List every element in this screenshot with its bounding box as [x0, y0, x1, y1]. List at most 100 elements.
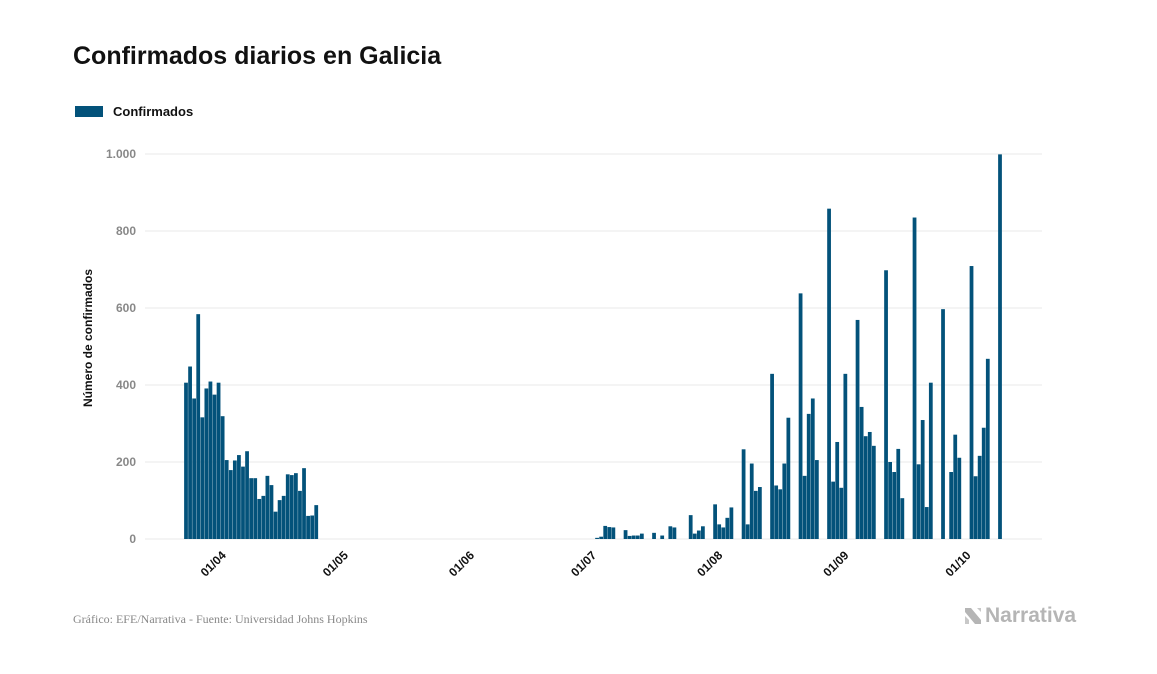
bar-24/09 [941, 309, 945, 539]
bar-08/04 [253, 478, 258, 539]
bar-22/03 [184, 382, 188, 539]
bar-14/04 [277, 500, 282, 539]
bar-31/07 [717, 524, 722, 539]
bar-08/07 [623, 530, 628, 539]
bar-21/04 [306, 515, 310, 539]
bar-21/09 [928, 382, 933, 539]
source-footer: Gráfico: EFE/Narrativa - Fuente: Univers… [73, 612, 368, 626]
bar-07/08 [745, 524, 750, 539]
y-tick-label: 0 [129, 532, 136, 546]
bar-24/03 [192, 398, 197, 539]
bar-17/07 [660, 535, 665, 539]
bar-26/03 [200, 417, 205, 539]
bar-11/07 [635, 535, 640, 539]
legend: Confirmados [75, 104, 193, 119]
bar-03/10 [977, 455, 982, 539]
bar-27/03 [204, 388, 209, 539]
bar-01/10 [969, 266, 974, 539]
bar-10/07 [631, 535, 636, 539]
bar-12/09 [892, 472, 897, 539]
bar-25/03 [196, 314, 201, 539]
bar-30/07 [713, 504, 717, 539]
y-tick-label: 800 [116, 224, 136, 238]
bar-17/08 [786, 417, 791, 539]
x-tick-labels: 01/04 01/05 01/06 01/07 01/08 01/09 01/10 [198, 548, 974, 579]
bar-03/04 [232, 460, 237, 539]
bar-28/09 [957, 457, 962, 539]
bar-01/04 [224, 460, 229, 539]
bar-13/09 [896, 448, 901, 539]
bar-17/09 [912, 217, 917, 539]
y-tick-label: 200 [116, 455, 136, 469]
logo-text: Narrativa [985, 604, 1077, 627]
bar-10/04 [261, 495, 266, 539]
bar-16/08 [782, 463, 787, 539]
bar-09/04 [257, 498, 262, 539]
x-tick-label: 01/08 [694, 548, 725, 579]
bar-15/07 [652, 532, 656, 539]
bar-20/07 [672, 527, 677, 539]
bar-02/04 [228, 470, 233, 539]
bar-01/07 [595, 537, 599, 539]
y-axis-label: Número de confirmados [81, 269, 95, 407]
bar-14/08 [774, 485, 779, 539]
bar-24/07 [688, 515, 693, 539]
bar-01/08 [721, 527, 726, 539]
bar-17/04 [289, 475, 294, 539]
legend-label: Confirmados [113, 104, 194, 119]
bar-26/09 [949, 472, 954, 539]
bar-12/07 [639, 533, 644, 539]
bar-20/08 [798, 293, 803, 539]
bar-03/08 [729, 507, 734, 539]
bar-02/08 [725, 517, 730, 539]
bar-05/10 [985, 358, 990, 539]
bar-09/07 [627, 535, 632, 539]
bar-31/03 [220, 416, 225, 539]
legend-swatch [75, 106, 103, 117]
x-tick-label: 01/09 [820, 548, 851, 579]
bar-13/04 [273, 511, 278, 539]
bar-14/09 [900, 498, 905, 539]
y-tick-label: 400 [116, 378, 136, 392]
bar-15/08 [778, 489, 783, 539]
bar-06/08 [741, 449, 746, 539]
y-tick-label: 600 [116, 301, 136, 315]
bar-11/04 [265, 475, 270, 539]
narrativa-logo: Narrativa [963, 604, 1076, 628]
bar-05/09 [863, 436, 868, 539]
y-tick-labels: 0 200 400 600 800 1.000 [106, 147, 136, 546]
bar-03/09 [855, 319, 860, 539]
bar-27/07 [701, 526, 705, 539]
bar-04/10 [981, 427, 986, 539]
gridlines [145, 153, 1042, 540]
bar-13/08 [770, 373, 774, 539]
chart-title: Confirmados diarios en Galicia [73, 42, 442, 70]
x-tick-label: 01/04 [198, 548, 229, 579]
bar-12/04 [269, 485, 274, 539]
bar-19/04 [298, 490, 302, 540]
bar-31/08 [843, 373, 848, 539]
bar-27/09 [953, 434, 958, 539]
bar-30/08 [839, 487, 844, 539]
bar-11/09 [888, 462, 892, 539]
bar-20/09 [924, 507, 929, 539]
bar-19/09 [920, 420, 925, 539]
bar-02/07 [599, 536, 604, 539]
bar-10/09 [884, 270, 888, 539]
bar-20/04 [302, 468, 306, 539]
bar-30/03 [216, 382, 221, 539]
bar-06/09 [867, 431, 872, 539]
bar-28/08 [831, 481, 836, 539]
bar-07/09 [871, 445, 876, 539]
bar-19/07 [668, 526, 673, 539]
bar-04/09 [859, 406, 864, 539]
bar-04/07 [607, 527, 612, 539]
x-tick-label: 01/05 [320, 548, 351, 579]
bar-16/04 [285, 474, 290, 539]
x-tick-label: 01/07 [568, 548, 599, 579]
x-tick-label: 01/06 [446, 548, 477, 579]
bar-09/08 [753, 490, 758, 540]
bar-15/04 [281, 495, 286, 539]
bar-02/10 [973, 476, 978, 539]
